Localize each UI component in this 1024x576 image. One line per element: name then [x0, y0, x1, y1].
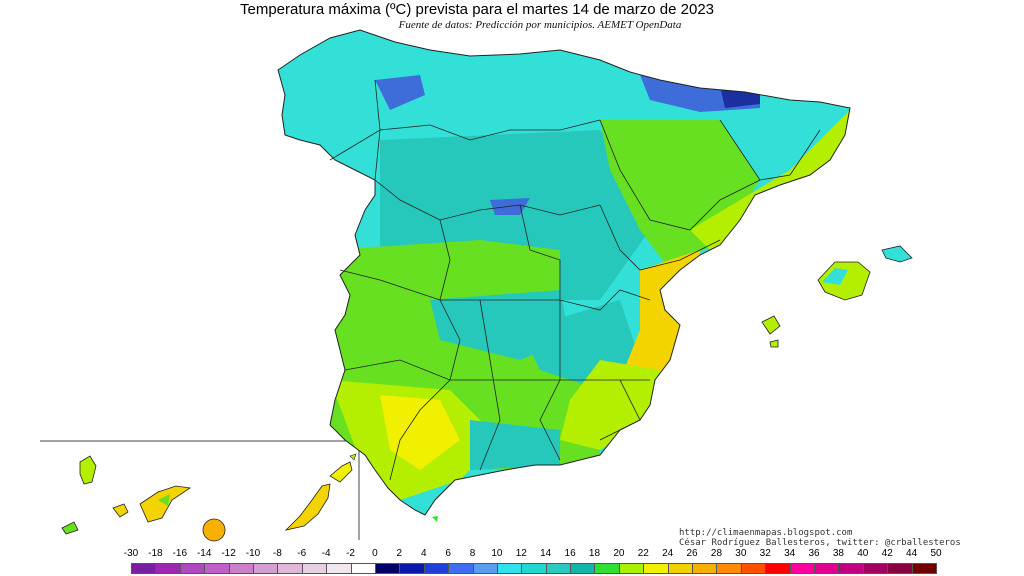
legend-tick: 30	[735, 548, 747, 559]
legend-tick: 20	[613, 548, 625, 559]
legend-swatch	[618, 563, 645, 574]
mallorca-sierra-zone	[822, 268, 848, 285]
legend-tick: 40	[857, 548, 869, 559]
legend-swatch	[692, 563, 718, 574]
legend-swatch	[277, 563, 303, 574]
data-source: Fuente de datos: Predicción por municipi…	[398, 19, 682, 31]
legend-swatch	[423, 563, 450, 574]
ibiza	[761, 315, 781, 335]
blog-url: http://climaenmapas.blogspot.com	[679, 528, 853, 538]
legend-tick: 42	[881, 548, 893, 559]
legend-tick: 22	[637, 548, 649, 559]
temperature-map	[40, 29, 913, 542]
legend-swatch	[838, 563, 864, 574]
legend-tick: 8	[469, 548, 476, 559]
legend-tick: 14	[540, 548, 552, 559]
lanzarote	[329, 461, 353, 483]
legend-tick: 32	[759, 548, 771, 559]
legend-swatch	[887, 563, 913, 574]
legend-tick: 24	[662, 548, 674, 559]
legend-swatch	[789, 563, 816, 574]
legend-tick: -16	[172, 548, 188, 559]
legend-tick: -10	[245, 548, 261, 559]
credits: http://climaenmapas.blogspot.com César R…	[679, 528, 961, 548]
gran-canaria	[202, 518, 226, 542]
legend-tick: 12	[515, 548, 527, 559]
legend-tick: -18	[148, 548, 163, 559]
sevilla-yellow-zone	[380, 395, 460, 470]
legend-swatch	[643, 563, 669, 574]
legend-swatch	[350, 563, 376, 574]
legend-swatch	[301, 563, 328, 574]
legend-swatch	[252, 563, 279, 574]
legend-tick: 10	[491, 548, 503, 559]
legend-swatch	[228, 563, 254, 574]
legend-swatch	[179, 563, 206, 574]
legend-tick: -6	[297, 548, 307, 559]
fuerteventura	[284, 483, 331, 531]
legend-swatch	[326, 563, 352, 574]
legend-swatch	[594, 563, 620, 574]
legend-tick: 0	[372, 548, 378, 559]
legend-swatch	[765, 563, 791, 574]
legend-tick: 26	[686, 548, 698, 559]
legend-tick: 2	[396, 548, 403, 559]
menorca	[881, 245, 913, 263]
ceuta	[432, 516, 438, 522]
legend-swatch	[716, 563, 742, 574]
legend-swatch	[740, 563, 767, 574]
legend-swatch	[862, 563, 889, 574]
legend-tick: 44	[906, 548, 918, 559]
legend-swatch	[155, 563, 181, 574]
legend-tick: 18	[588, 548, 601, 559]
legend-tick: -2	[346, 548, 355, 559]
legend-tick: -30	[123, 548, 139, 559]
legend-swatch	[570, 563, 596, 574]
legend-tick: 4	[420, 548, 427, 559]
legend-swatch	[204, 563, 230, 574]
legend-swatch	[399, 563, 425, 574]
legend-swatch	[545, 563, 572, 574]
legend-swatch	[472, 563, 498, 574]
legend-swatch	[448, 563, 474, 574]
la-graciosa	[349, 453, 357, 461]
legend-tick: 50	[930, 548, 942, 559]
legend-swatch	[496, 563, 523, 574]
el-hierro	[61, 521, 79, 535]
legend-tick: -8	[272, 548, 282, 559]
legend-tick: 36	[808, 548, 820, 559]
canary-inset-frame	[40, 440, 360, 540]
legend-swatch	[374, 563, 401, 574]
legend-tick: -14	[196, 548, 212, 559]
legend-swatch	[131, 563, 157, 574]
teide-zone	[158, 494, 170, 506]
legend-tick: -12	[221, 548, 236, 559]
legend-tick: 16	[564, 548, 576, 559]
legend-tick: 34	[784, 548, 796, 559]
legend-tick: 6	[445, 548, 451, 559]
legend-tick: -4	[321, 548, 331, 559]
legend-tick: 38	[832, 548, 844, 559]
mallorca	[817, 261, 871, 301]
legend-swatch	[521, 563, 547, 574]
map-title: Temperatura máxima (ºC) prevista para el…	[239, 1, 715, 18]
sierra-nevada-zone	[470, 420, 560, 470]
legend-swatch	[911, 563, 937, 574]
legend-swatch	[814, 563, 840, 574]
author-credit: César Rodríguez Ballesteros, twitter: @c…	[679, 538, 961, 548]
la-gomera	[112, 503, 129, 518]
legend-tick: 28	[710, 548, 723, 559]
la-palma	[79, 455, 97, 485]
formentera	[769, 339, 779, 348]
legend-swatch	[667, 563, 694, 574]
temperature-legend: -30 -18 -16 -14 -12 -10 -8 -6 -4 -2 0 2 4 6 8 10 12 14 16 1…	[0, 548, 1024, 576]
cantabrian-blue-zone	[375, 75, 425, 110]
